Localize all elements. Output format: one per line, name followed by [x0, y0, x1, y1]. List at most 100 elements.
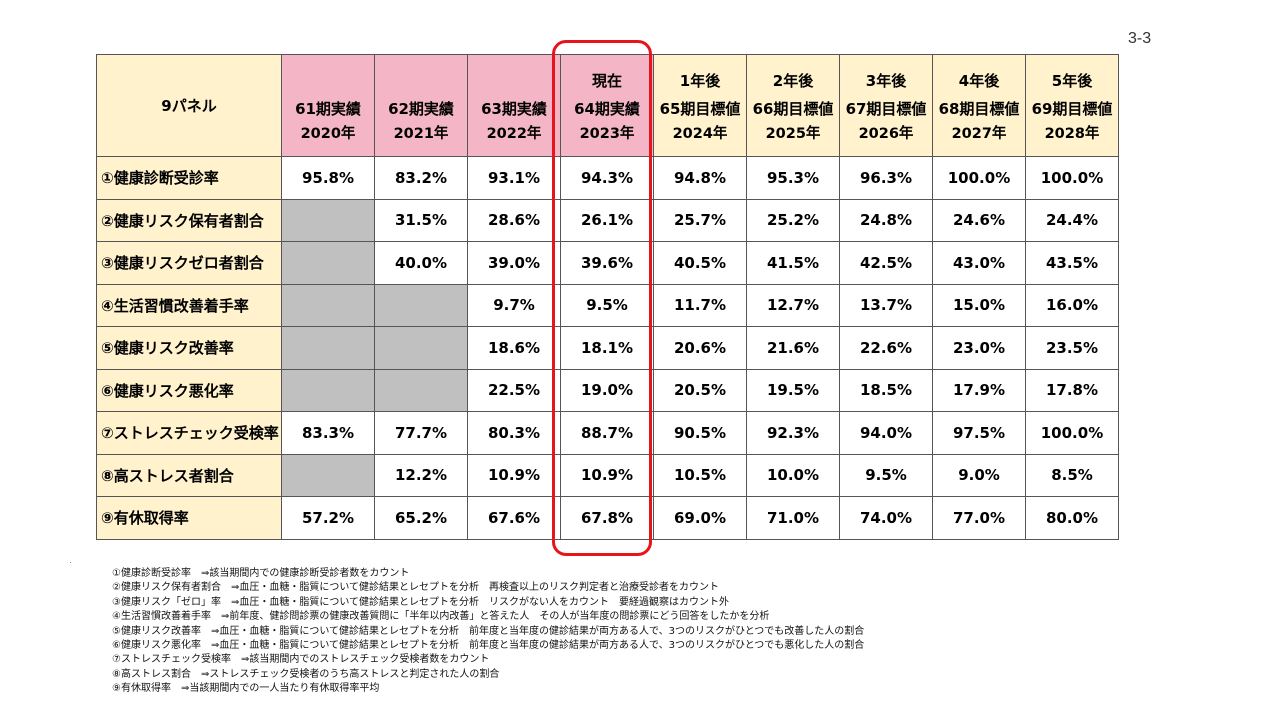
value-cell: 24.8% — [839, 198, 933, 242]
footnote-line: ⑦ストレスチェック受検率 ⇒該当期間内でのストレスチェック受検者数をカウント — [112, 654, 490, 666]
value-cell: 20.5% — [653, 368, 747, 412]
value-cell: 8.5% — [1025, 453, 1119, 497]
column-period-label: 61期実績 — [295, 99, 361, 118]
column-header: 現在 64期実績 2023年 — [560, 54, 654, 157]
column-header: 63期実績 2022年 — [467, 54, 561, 157]
column-period-label: 65期目標値 — [659, 99, 741, 118]
value-cell: 95.3% — [746, 156, 840, 200]
value-cell: 74.0% — [839, 496, 933, 540]
value-cell: 80.0% — [1025, 496, 1119, 540]
corner-label: 9パネル — [96, 54, 282, 157]
table-row: ④生活習慣改善着手率 9.7% 9.5% 11.7% 12.7% 13.7% 15.0% 16… — [96, 283, 1119, 327]
na-cell — [374, 368, 468, 412]
value-cell: 26.1% — [560, 198, 654, 242]
column-year-label: 2026年 — [858, 125, 914, 142]
value-cell: 17.9% — [932, 368, 1026, 412]
column-period-label: 62期実績 — [388, 99, 454, 118]
value-cell: 95.8% — [281, 156, 375, 200]
footnote-line: ③健康リスク「ゼロ」率 ⇒血圧・血糖・脂質について健診結果とレセプトを分析 リス… — [112, 596, 730, 608]
value-cell: 21.6% — [746, 326, 840, 370]
column-relative-label — [468, 64, 560, 98]
value-cell: 16.0% — [1025, 283, 1119, 327]
table-row: ③健康リスクゼロ者割合 40.0% 39.0% 39.6% 40.5% 41.5% 42.5… — [96, 241, 1119, 285]
value-cell: 18.6% — [467, 326, 561, 370]
footnotes: ①健康診断受診率 ⇒該当期間内での健康診断受診者数をカウント ②健康リスク保有者割… — [112, 567, 864, 697]
na-cell — [281, 453, 375, 497]
value-cell: 97.5% — [932, 411, 1026, 455]
column-year-label: 2021年 — [393, 125, 449, 142]
table-row: ⑤健康リスク改善率 18.6% 18.1% 20.6% 21.6% 22.6% 23.0% 2… — [96, 326, 1119, 370]
column-period-label: 68期目標値 — [938, 99, 1020, 118]
footnote-line: ①健康診断受診率 ⇒該当期間内での健康診断受診者数をカウント — [112, 568, 410, 579]
row-label: ④生活習慣改善着手率 — [96, 283, 282, 327]
column-year-label: 2023年 — [579, 125, 635, 142]
column-header: 3年後 67期目標値 2026年 — [839, 54, 933, 157]
value-cell: 43.5% — [1025, 241, 1119, 285]
row-label: ⑤健康リスク改善率 — [96, 326, 282, 370]
column-header: 62期実績 2021年 — [374, 54, 468, 157]
column-relative-label: 現在 — [591, 71, 622, 90]
row-label: ⑥健康リスク悪化率 — [96, 368, 282, 412]
column-relative-label: 2年後 — [772, 71, 814, 90]
value-cell: 67.8% — [560, 496, 654, 540]
column-relative-label: 1年後 — [679, 71, 721, 90]
na-cell — [281, 198, 375, 242]
row-label: ①健康診断受診率 — [96, 156, 282, 200]
value-cell: 10.5% — [653, 453, 747, 497]
value-cell: 100.0% — [1025, 411, 1119, 455]
column-period-label: 69期目標値 — [1031, 99, 1113, 118]
value-cell: 9.7% — [467, 283, 561, 327]
value-cell: 40.0% — [374, 241, 468, 285]
value-cell: 65.2% — [374, 496, 468, 540]
table-row: ②健康リスク保有者割合 31.5% 28.6% 26.1% 25.7% 25.2% 24.8… — [96, 198, 1119, 242]
footnote-line: ⑨有休取得率 ⇒当該期間内での一人当たり有休取得率平均 — [112, 683, 380, 695]
value-cell: 57.2% — [281, 496, 375, 540]
value-cell: 13.7% — [839, 283, 933, 327]
column-year-label: 2022年 — [486, 125, 542, 142]
value-cell: 94.8% — [653, 156, 747, 200]
value-cell: 12.2% — [374, 453, 468, 497]
value-cell: 94.3% — [560, 156, 654, 200]
row-label: ⑦ストレスチェック受検率 — [96, 411, 282, 455]
column-header: 2年後 66期目標値 2025年 — [746, 54, 840, 157]
column-relative-label: 5年後 — [1051, 71, 1093, 90]
value-cell: 17.8% — [1025, 368, 1119, 412]
na-cell — [281, 283, 375, 327]
value-cell: 100.0% — [1025, 156, 1119, 200]
footnote-line: ⑥健康リスク悪化率 ⇒血圧・血糖・脂質について健診結果とレセプトを分析 前年度と… — [112, 640, 865, 652]
page-number: 3-3 — [1128, 30, 1152, 47]
value-cell: 19.0% — [560, 368, 654, 412]
value-cell: 24.6% — [932, 198, 1026, 242]
value-cell: 88.7% — [560, 411, 654, 455]
row-label: ⑧高ストレス者割合 — [96, 453, 282, 497]
footnote-line: ④生活習慣改善着手率 ⇒前年度、健診問診票の健康改善質問に「半年以内改善」と答え… — [112, 611, 770, 623]
value-cell: 12.7% — [746, 283, 840, 327]
value-cell: 71.0% — [746, 496, 840, 540]
column-year-label: 2020年 — [300, 125, 356, 142]
column-header: 1年後 65期目標値 2024年 — [653, 54, 747, 157]
value-cell: 31.5% — [374, 198, 468, 242]
value-cell: 25.7% — [653, 198, 747, 242]
value-cell: 22.6% — [839, 326, 933, 370]
value-cell: 15.0% — [932, 283, 1026, 327]
value-cell: 9.5% — [560, 283, 654, 327]
table-body: ①健康診断受診率 95.8% 83.2% 93.1% 94.3% 94.8% 95.3% 96… — [96, 156, 1119, 540]
row-label: ③健康リスクゼロ者割合 — [96, 241, 282, 285]
column-period-label: 66期目標値 — [752, 99, 834, 118]
value-cell: 41.5% — [746, 241, 840, 285]
value-cell: 67.6% — [467, 496, 561, 540]
value-cell: 96.3% — [839, 156, 933, 200]
value-cell: 39.0% — [467, 241, 561, 285]
column-year-label: 2028年 — [1044, 125, 1100, 142]
value-cell: 42.5% — [839, 241, 933, 285]
value-cell: 90.5% — [653, 411, 747, 455]
row-label: ⑨有休取得率 — [96, 496, 282, 540]
na-cell — [281, 326, 375, 370]
column-header: 4年後 68期目標値 2027年 — [932, 54, 1026, 157]
table-row: ⑧高ストレス者割合 12.2% 10.9% 10.9% 10.5% 10.0% 9.5% 9.… — [96, 453, 1119, 497]
column-relative-label — [375, 64, 467, 98]
value-cell: 77.0% — [932, 496, 1026, 540]
na-cell — [374, 326, 468, 370]
value-cell: 80.3% — [467, 411, 561, 455]
value-cell: 28.6% — [467, 198, 561, 242]
